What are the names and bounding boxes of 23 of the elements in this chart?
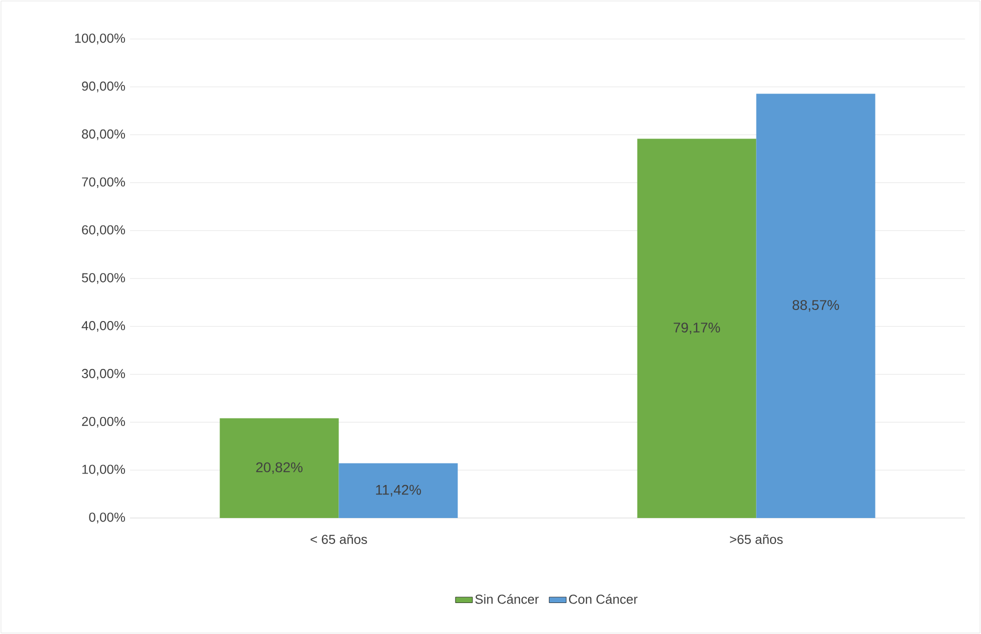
y-tick-label: 80,00%: [82, 129, 125, 140]
y-tick-label: 40,00%: [82, 321, 125, 332]
x-tick-label: < 65 años: [310, 534, 367, 544]
bar: [756, 94, 876, 518]
data-label: 20,82%: [256, 462, 302, 474]
y-tick-label: 60,00%: [82, 225, 125, 236]
data-label: 11,42%: [376, 484, 421, 496]
y-tick-label: 90,00%: [82, 82, 125, 92]
data-label: 79,17%: [674, 322, 720, 334]
y-tick-label: 0,00%: [89, 512, 125, 524]
y-tick-label: 50,00%: [82, 273, 125, 284]
legend-label: Con Cáncer: [569, 594, 638, 604]
y-tick-label: 20,00%: [82, 416, 125, 428]
data-label: 88,57%: [792, 300, 839, 312]
bar: [220, 418, 339, 518]
y-tick-label: 10,00%: [82, 464, 125, 476]
x-tick-label: >65 años: [730, 534, 783, 544]
y-tick-label: 70,00%: [82, 177, 125, 188]
legend-label: Sin Cáncer: [475, 594, 539, 604]
y-tick-label: 100,00%: [75, 34, 125, 44]
y-tick-label: 30,00%: [82, 368, 125, 380]
bar: [637, 138, 756, 518]
bar: [338, 463, 458, 518]
